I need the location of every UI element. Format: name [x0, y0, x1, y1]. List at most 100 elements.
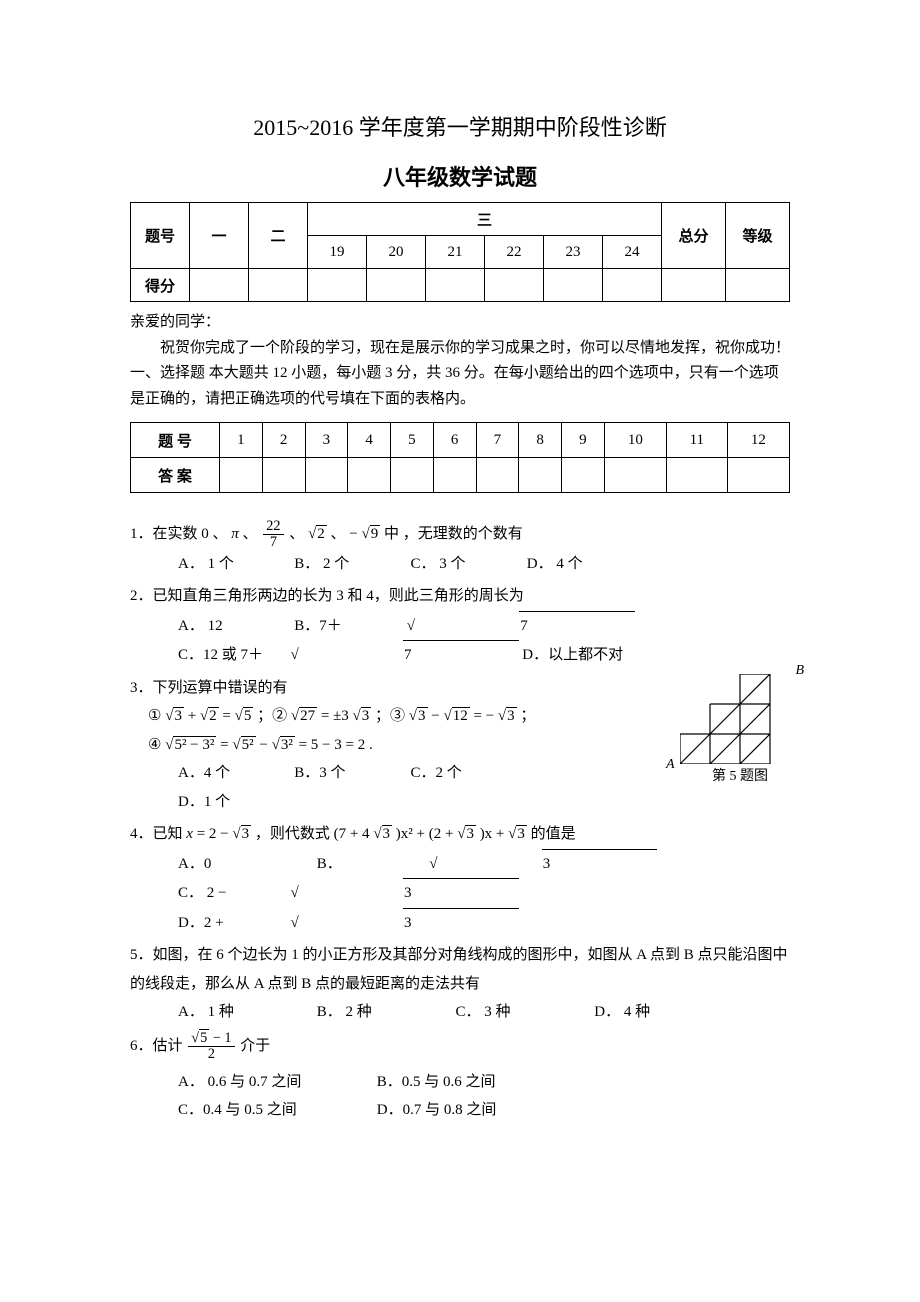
- opt-b: B．7＋√7: [294, 611, 635, 641]
- page-title-2: 八年级数学试题: [130, 160, 790, 192]
- sqrt-9: √9: [362, 520, 381, 549]
- pi-symbol: π: [231, 526, 239, 542]
- q4: 4．已知 x = 2 − √3 ，则代数式 (7 + 4 √3 )x² + (2…: [130, 820, 790, 937]
- ans-num: 8: [519, 423, 562, 458]
- q1: 1．在实数 0 、 π 、 22 7 、 √2 、 − √9 中 ，无理数的个数…: [130, 519, 790, 578]
- opt-d: D．以上都不对: [522, 641, 635, 670]
- section1-instr: 一、选择题 本大题共 12 小题，每小题 3 分，共 36 分。在每小题给出的四…: [130, 361, 790, 412]
- sqrt-7: √7: [407, 611, 635, 641]
- answer-table: 题 号 1 2 3 4 5 6 7 8 9 10 11 12 答 案: [130, 422, 790, 493]
- opt-c: C． 3 个: [411, 550, 524, 579]
- cell: [485, 269, 544, 302]
- opt-c: C．12 或 7＋√7: [178, 640, 519, 670]
- opt-c: C．2 个: [411, 759, 524, 788]
- q3-line1: ① √3 + √2 = √5 ；② √27 = ±3 √3 ；③ √3 − √1…: [130, 702, 620, 731]
- ans-num: 12: [727, 423, 789, 458]
- ans-num: 3: [305, 423, 348, 458]
- ans-num: 11: [666, 423, 727, 458]
- ans-num: 7: [476, 423, 519, 458]
- q6: 6．估计 √5 − 1 2 介于 A． 0.6 与 0.7 之间 B．0.5 与…: [130, 1031, 790, 1125]
- cell: [367, 269, 426, 302]
- ans-cell: [305, 458, 348, 493]
- q3-stem: 3．下列运算中错误的有: [130, 680, 288, 696]
- opt-d: D． 4 种: [594, 998, 707, 1027]
- cell: [190, 269, 249, 302]
- label-b: B: [795, 658, 804, 685]
- sub-21: 21: [426, 236, 485, 269]
- col-3: 三: [308, 203, 662, 236]
- ans-cell: [476, 458, 519, 493]
- opt-b: B． 2 个: [294, 550, 407, 579]
- ans-cell: [348, 458, 391, 493]
- ans-cell: [666, 458, 727, 493]
- score-table: 题号 一 二 三 总分 等级 19 20 21 22 23 24 得分: [130, 202, 790, 302]
- ans-cell: [519, 458, 562, 493]
- opt-a: A．4 个: [178, 759, 291, 788]
- q3: B A 第 5 题图 3．下列运算中错误的有 ① √3 + √2 = √5 ；②…: [130, 674, 790, 817]
- th-label: 题号: [131, 203, 190, 269]
- opt-d: D． 4 个: [527, 550, 640, 579]
- sqrt-2: √2: [308, 520, 327, 549]
- ans-cell: [727, 458, 789, 493]
- ans-row1-label: 题 号: [131, 423, 220, 458]
- opt-b: B．√3: [317, 849, 658, 879]
- ans-cell: [562, 458, 605, 493]
- fraction: √5 − 1 2: [188, 1031, 234, 1062]
- q1-options: A． 1 个 B． 2 个 C． 3 个 D． 4 个: [130, 550, 790, 579]
- opt-c: C． 2 − √3: [178, 878, 519, 908]
- ans-cell: [262, 458, 305, 493]
- ans-cell: [604, 458, 666, 493]
- opt-b: B．0.5 与 0.6 之间: [377, 1068, 572, 1097]
- frac-num: 22: [263, 519, 283, 535]
- ans-num: 6: [433, 423, 476, 458]
- ans-num: 9: [562, 423, 605, 458]
- label-a: A: [666, 752, 675, 779]
- frac-den: 2: [188, 1047, 234, 1062]
- sep: 、: [243, 526, 258, 542]
- q1-stem-b: 中 ，无理数的个数有: [384, 526, 523, 542]
- q2-stem: 2．已知直角三角形两边的长为 3 和 4，则此三角形的周长为: [130, 588, 524, 604]
- sub-19: 19: [308, 236, 367, 269]
- cell: [426, 269, 485, 302]
- sub-24: 24: [603, 236, 662, 269]
- cell: [249, 269, 308, 302]
- greeting-1: 亲爱的同学：: [130, 310, 790, 336]
- q5-stem: 5．如图，在 6 个边长为 1 的小正方形及其部分对角线构成的图形中，如图从 A…: [130, 947, 788, 992]
- ans-num: 1: [220, 423, 263, 458]
- col-total: 总分: [662, 203, 726, 269]
- opt-d: D．1 个: [178, 788, 291, 817]
- fraction-22-7: 22 7: [263, 519, 283, 550]
- opt-a: A． 12: [178, 612, 291, 641]
- ans-num: 4: [348, 423, 391, 458]
- q5: 5．如图，在 6 个边长为 1 的小正方形及其部分对角线构成的图形中，如图从 A…: [130, 941, 790, 1027]
- figure-caption: 第 5 题图: [680, 764, 800, 791]
- ans-row2-label: 答 案: [131, 458, 220, 493]
- opt-d: D．2 + √3: [178, 908, 519, 938]
- frac-den: 7: [263, 535, 283, 550]
- q3-options: A．4 个 B．3 个 C．2 个 D．1 个: [130, 759, 620, 816]
- ans-num: 5: [391, 423, 434, 458]
- col-1: 一: [190, 203, 249, 269]
- ans-cell: [433, 458, 476, 493]
- grid-diagram: [680, 674, 800, 764]
- ans-num: 10: [604, 423, 666, 458]
- cell: [544, 269, 603, 302]
- greeting-2: 祝贺你完成了一个阶段的学习，现在是展示你的学习成果之时，你可以尽情地发挥，祝你成…: [130, 336, 790, 362]
- row-score: 得分: [131, 269, 190, 302]
- opt-a: A． 1 个: [178, 550, 291, 579]
- q1-stem: 1．在实数 0 、: [130, 526, 228, 542]
- sub-20: 20: [367, 236, 426, 269]
- sep: 、 −: [331, 526, 358, 542]
- cell: [308, 269, 367, 302]
- q3-line2: ④ √5² − 3² = √5² − √3² = 5 − 3 = 2 .: [130, 731, 620, 760]
- q4-options: A．0 B．√3 C． 2 − √3 D．2 + √3: [130, 849, 790, 938]
- col-grade: 等级: [726, 203, 790, 269]
- col-2: 二: [249, 203, 308, 269]
- q6-options: A． 0.6 与 0.7 之间 B．0.5 与 0.6 之间 C．0.4 与 0…: [130, 1068, 790, 1125]
- opt-b: B．3 个: [294, 759, 407, 788]
- page-title-1: 2015~2016 学年度第一学期期中阶段性诊断: [130, 110, 790, 142]
- opt-d: D．0.7 与 0.8 之间: [377, 1096, 572, 1125]
- sep: 、: [289, 526, 308, 542]
- cell: [662, 269, 726, 302]
- frac-num: √5 − 1: [188, 1031, 234, 1047]
